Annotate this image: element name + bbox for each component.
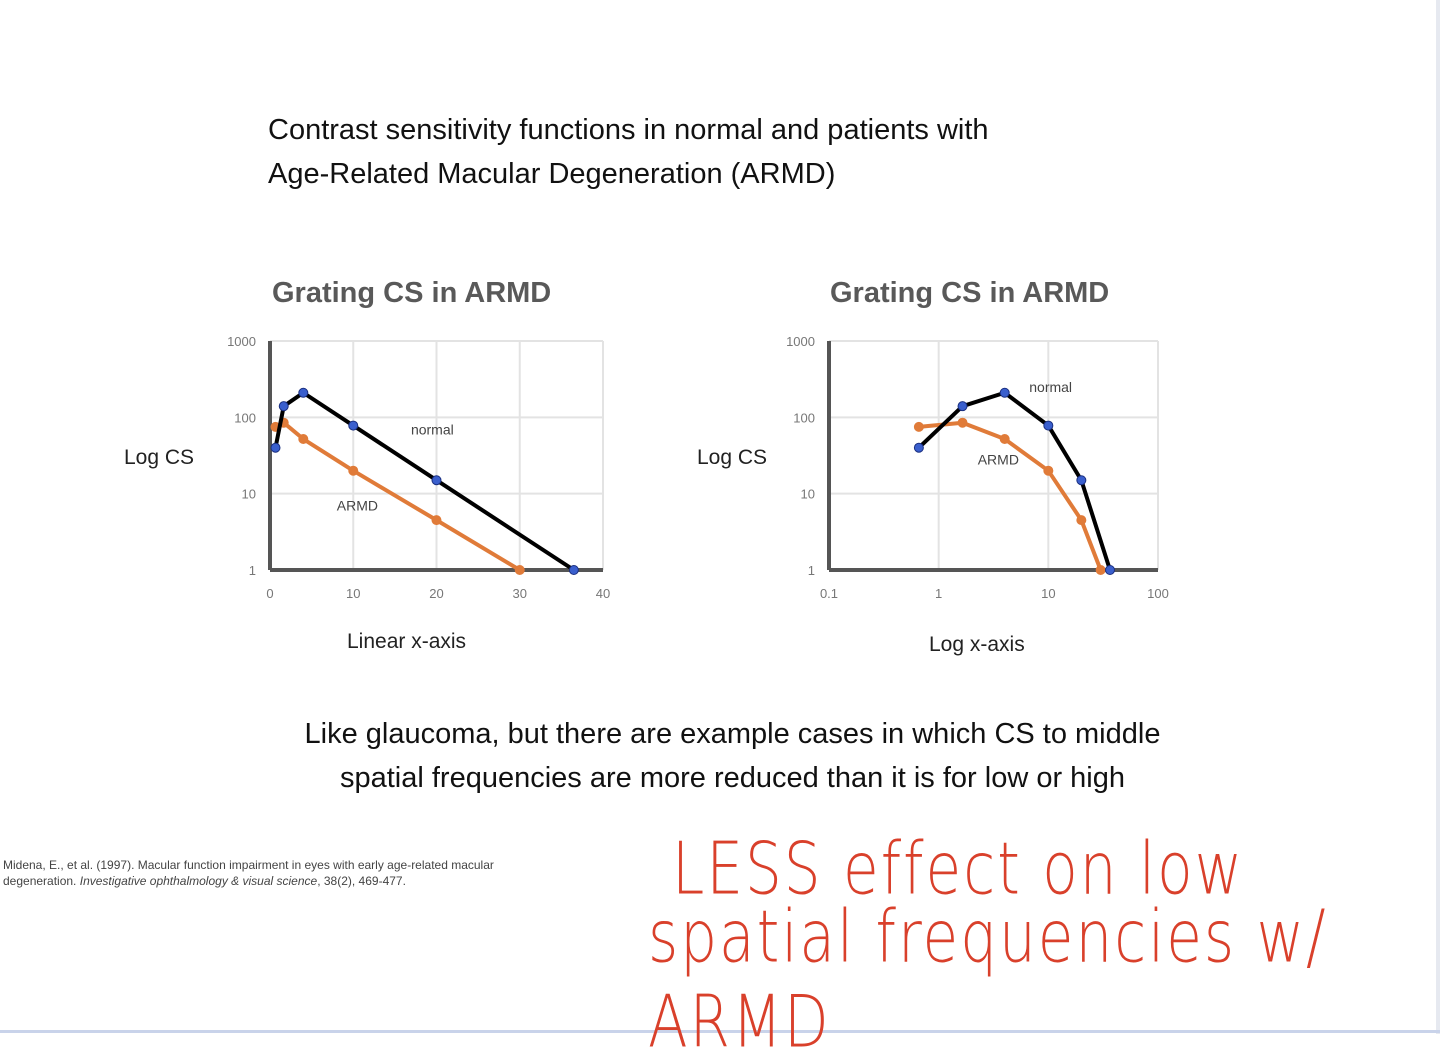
data-point-armd: [1095, 565, 1106, 575]
data-point-normal: [298, 387, 309, 398]
series-annotation-normal: normal: [411, 421, 454, 437]
slide-right-edge: [1436, 0, 1440, 1034]
series-annotation-armd: ARMD: [978, 452, 1019, 468]
data-point-armd: [999, 434, 1010, 445]
citation-journal: Investigative ophthalmology & visual sci…: [79, 874, 318, 888]
y-tick-label: 1000: [227, 334, 256, 349]
y-tick-label: 1: [249, 563, 256, 578]
citation-line-2: degeneration. Investigative ophthalmolog…: [3, 873, 494, 889]
x-tick-label: 100: [1147, 586, 1169, 601]
chart-2-xlabel: Log x-axis: [929, 633, 1025, 656]
data-point-normal: [431, 475, 442, 486]
slide-body-text: Like glaucoma, but there are example cas…: [200, 712, 1265, 800]
y-tick-label: 100: [793, 410, 815, 425]
data-point-normal: [278, 401, 289, 412]
data-point-armd: [348, 465, 359, 476]
series-annotation-armd: ARMD: [337, 498, 378, 514]
x-tick-label: 10: [1041, 586, 1055, 601]
handwritten-note-line-1: LESS effect on low: [672, 826, 1245, 911]
data-point-armd: [1076, 515, 1087, 526]
body-line-2: spatial frequencies are more reduced tha…: [339, 762, 1126, 794]
chart-log: 1 10 100 1000 0.1 1 10 100 normal ARMD: [786, 334, 1169, 601]
body-line-1: Like glaucoma, but there are example cas…: [304, 718, 1161, 750]
x-tick-label: 40: [596, 586, 610, 601]
data-point-normal: [913, 442, 924, 453]
title-line-2: Age-Related Macular Degeneration (ARMD): [268, 158, 836, 190]
data-point-armd: [1043, 465, 1054, 476]
citation-line-1: Midena, E., et al. (1997). Macular funct…: [3, 858, 494, 872]
chart-1-title: Grating CS in ARMD: [272, 277, 552, 309]
x-tick-label: 0: [266, 586, 273, 601]
y-tick-label: 1000: [786, 334, 815, 349]
y-tick-label: 10: [801, 487, 815, 502]
slide-title: Contrast sensitivity functions in normal…: [268, 108, 989, 196]
data-point-armd: [514, 565, 525, 575]
slide-bottom-edge: [0, 1030, 1440, 1033]
data-point-armd: [913, 421, 924, 432]
data-point-normal: [348, 420, 359, 431]
citation: Midena, E., et al. (1997). Macular funct…: [3, 857, 494, 889]
data-point-normal: [1043, 420, 1054, 431]
series-annotation-normal: normal: [1029, 379, 1072, 395]
x-tick-label: 1: [935, 586, 942, 601]
y-tick-label: 10: [242, 487, 256, 502]
chart-2-title: Grating CS in ARMD: [830, 277, 1110, 309]
series-line-normal: [273, 390, 575, 572]
data-point-armd: [431, 515, 442, 526]
y-tick-label: 1: [808, 563, 815, 578]
x-tick-label: 30: [513, 586, 527, 601]
citation-authors: degeneration.: [3, 874, 80, 888]
data-point-normal: [270, 442, 281, 453]
chart-2-ylabel: Log CS: [697, 446, 768, 469]
data-point-armd: [957, 417, 968, 428]
data-point-normal: [1104, 565, 1115, 575]
x-tick-label: 20: [429, 586, 443, 601]
series-line-normal: [917, 390, 1112, 571]
data-point-normal: [957, 401, 968, 412]
data-point-armd: [298, 434, 309, 445]
chart-1-xlabel: Linear x-axis: [347, 630, 467, 653]
series-line-armd: [918, 420, 1103, 571]
title-line-1: Contrast sensitivity functions in normal…: [268, 114, 989, 146]
y-tick-label: 100: [234, 410, 256, 425]
chart-linear: 1 10 100 1000 0 10 20 30 40 normal ARMD: [227, 334, 610, 601]
data-point-normal: [1076, 475, 1087, 486]
citation-volume: , 38(2), 469-477.: [317, 874, 406, 888]
handwritten-note-line-2: spatial frequencies w/ ARMD: [648, 894, 1328, 1064]
chart-1-ylabel: Log CS: [124, 446, 195, 469]
data-point-normal: [999, 387, 1010, 398]
x-tick-label: 0.1: [820, 586, 838, 601]
data-point-normal: [568, 565, 579, 575]
x-tick-label: 10: [346, 586, 360, 601]
